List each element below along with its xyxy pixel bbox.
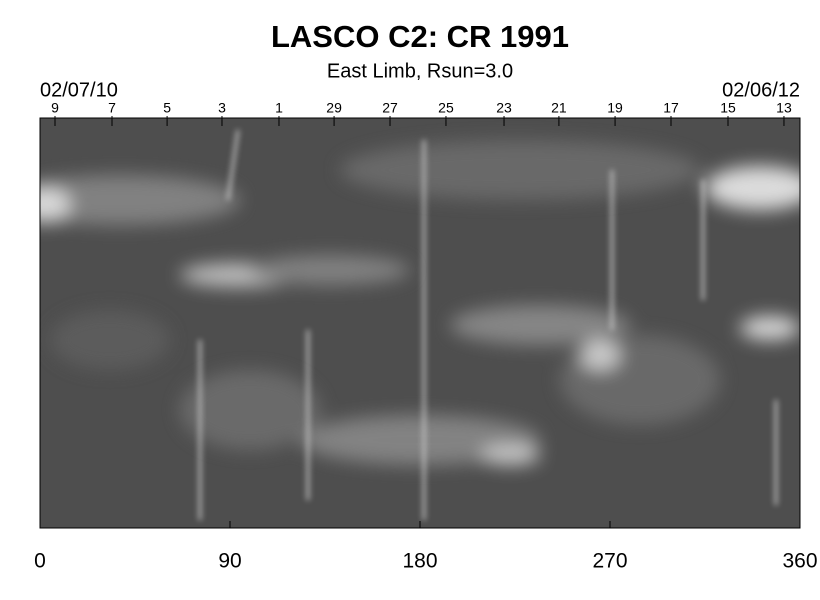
top-tick-label: 1 bbox=[275, 100, 283, 116]
top-tick-label: 25 bbox=[438, 100, 454, 116]
chart-title: LASCO C2: CR 1991 bbox=[271, 19, 569, 54]
top-tick-label: 23 bbox=[496, 100, 512, 116]
x-tick-label: 360 bbox=[782, 550, 817, 573]
start-date: 02/07/10 bbox=[40, 79, 118, 101]
top-tick-label: 29 bbox=[326, 100, 342, 116]
top-tick-label: 19 bbox=[607, 100, 623, 116]
x-tick-label: 0 bbox=[34, 550, 46, 573]
top-tick-label: 3 bbox=[218, 100, 226, 116]
x-tick-label: 90 bbox=[218, 550, 241, 573]
top-tick-label: 5 bbox=[163, 100, 171, 116]
synoptic-image bbox=[40, 118, 800, 528]
x-tick-label: 270 bbox=[592, 550, 627, 573]
top-tick-label: 17 bbox=[663, 100, 679, 116]
top-tick-label: 21 bbox=[551, 100, 567, 116]
x-tick-label: 180 bbox=[402, 550, 437, 573]
top-tick-label: 15 bbox=[720, 100, 736, 116]
top-tick-label: 13 bbox=[776, 100, 792, 116]
top-tick-label: 9 bbox=[51, 100, 59, 116]
top-tick-label: 7 bbox=[108, 100, 116, 116]
chart-subtitle: East Limb, Rsun=3.0 bbox=[327, 60, 513, 82]
top-tick-label: 27 bbox=[382, 100, 398, 116]
end-date: 02/06/12 bbox=[722, 79, 800, 101]
